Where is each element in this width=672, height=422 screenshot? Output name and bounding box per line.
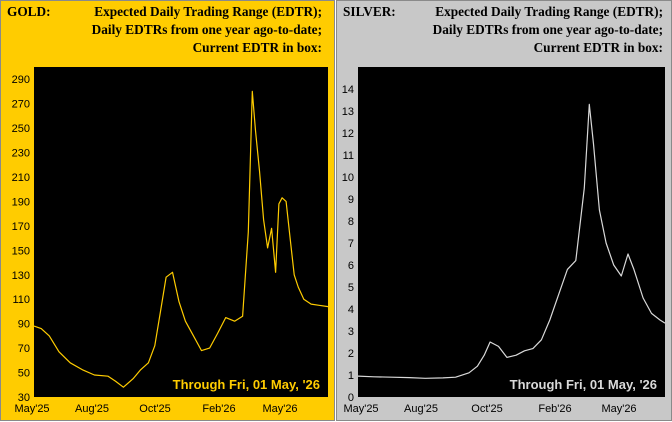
silver-panel: SILVER: Expected Daily Trading Range (EDT… (336, 0, 672, 421)
silver-ytick-label: 5 (348, 282, 354, 294)
silver-ytick-label: 14 (342, 84, 354, 96)
gold-ytick-label: 270 (12, 99, 30, 111)
silver-header-line1: Expected Daily Trading Range (EDTR); (435, 4, 663, 19)
silver-ytick-label: 9 (348, 194, 354, 206)
silver-xtick-label: Oct'25 (471, 403, 502, 415)
gold-ytick-label: 130 (12, 270, 30, 282)
silver-edtr-series-line (357, 103, 666, 379)
silver-plot-area (358, 67, 665, 397)
silver-header: SILVER: Expected Daily Trading Range (EDT… (337, 3, 671, 57)
gold-ytick-label: 70 (18, 343, 30, 355)
silver-header-label: SILVER: (343, 4, 396, 19)
silver-ytick-label: 12 (342, 128, 354, 140)
silver-header-line2: Daily EDTRs from one year ago-to-date; (432, 22, 663, 37)
gold-ytick-label: 30 (18, 392, 30, 404)
gold-ytick-label: 90 (18, 319, 30, 331)
gold-ytick-label: 190 (12, 196, 30, 208)
gold-ytick-label: 290 (12, 74, 30, 86)
silver-ytick-label: 3 (348, 326, 354, 338)
gold-xtick-label: Oct'25 (139, 403, 170, 415)
gold-plot-area (34, 67, 328, 397)
gold-ytick-label: 110 (12, 294, 30, 306)
silver-xtick-label: May'25 (343, 403, 378, 415)
gold-ytick-label: 210 (12, 172, 30, 184)
gold-edtr-chart: 30 50 70 90 110 130 150 170 190 210 230 250 270 290 Ma… (12, 67, 329, 415)
silver-xtick-label: Feb'26 (538, 403, 571, 415)
gold-header-label: GOLD: (7, 4, 51, 19)
silver-header-line3: Current EDTR in box: (533, 40, 663, 55)
silver-ytick-label: 7 (348, 238, 354, 250)
silver-ytick-label: 6 (348, 260, 354, 272)
silver-ytick-label: 8 (348, 216, 354, 228)
gold-header-line2: Daily EDTRs from one year ago-to-date; (91, 22, 322, 37)
silver-ytick-label: 0 (348, 392, 354, 404)
silver-xtick-label: May'26 (601, 403, 636, 415)
gold-ytick-label: 170 (12, 221, 30, 233)
gold-through-label: Through Fri, 01 May, '26 (173, 377, 320, 392)
gold-header: GOLD: Expected Daily Trading Range (EDTR)… (1, 3, 334, 57)
silver-xtick-label: Aug'25 (404, 403, 438, 415)
gold-header-line1: Expected Daily Trading Range (EDTR); (94, 4, 322, 19)
gold-ytick-label: 150 (12, 245, 30, 257)
gold-ytick-label: 250 (12, 123, 30, 135)
silver-ytick-label: 11 (343, 150, 354, 162)
gold-ytick-label: 230 (12, 148, 30, 160)
gold-header-line3: Current EDTR in box: (192, 40, 322, 55)
gold-xtick-label: Feb'26 (202, 403, 235, 415)
gold-ytick-label: 50 (18, 368, 30, 380)
silver-ytick-label: 10 (342, 172, 354, 184)
gold-edtr-series-line (33, 90, 329, 388)
silver-ytick-label: 2 (348, 348, 354, 360)
silver-ytick-label: 13 (342, 106, 354, 118)
silver-ytick-label: 1 (348, 370, 354, 382)
silver-ytick-label: 4 (348, 304, 354, 316)
gold-xtick-label: May'26 (262, 403, 297, 415)
silver-through-label: Through Fri, 01 May, '26 (510, 377, 657, 392)
gold-xtick-label: May'25 (14, 403, 49, 415)
gold-panel: GOLD: Expected Daily Trading Range (EDTR)… (0, 0, 335, 421)
gold-xtick-label: Aug'25 (75, 403, 109, 415)
